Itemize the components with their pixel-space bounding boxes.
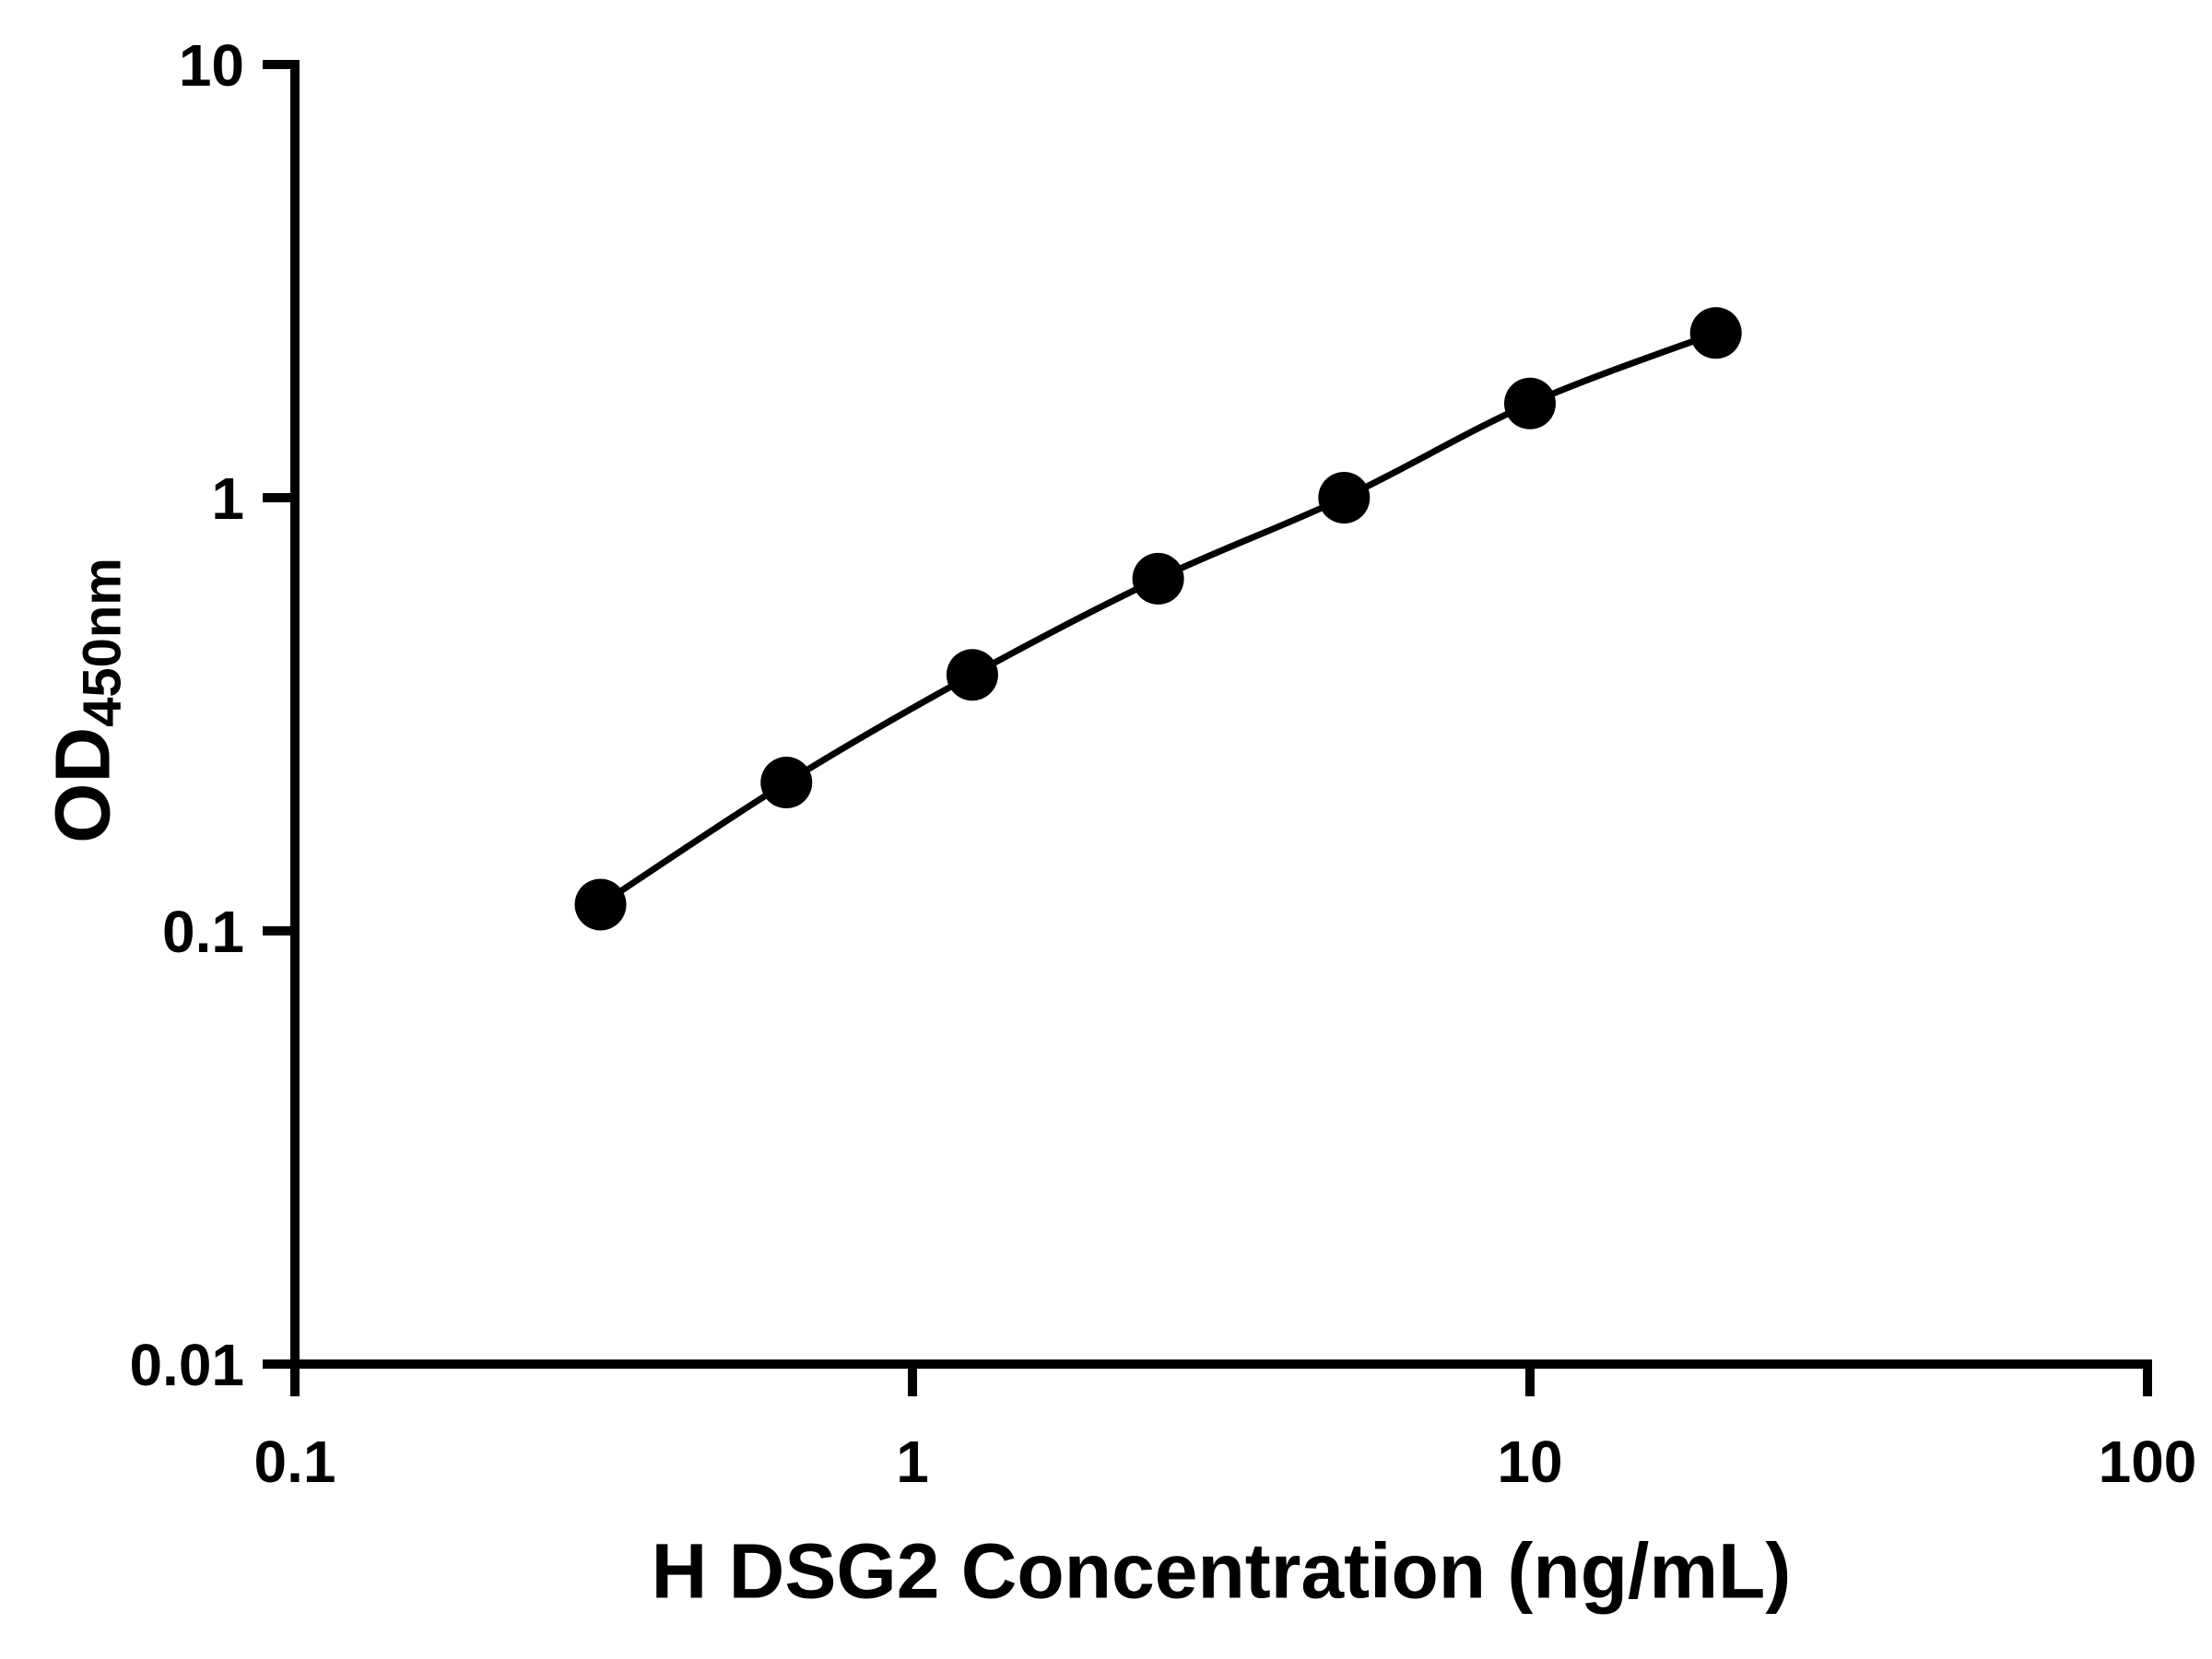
axis-lines bbox=[290, 60, 2152, 1369]
y-axis-tick-label: 1 bbox=[211, 465, 244, 532]
data-point-marker bbox=[1318, 472, 1371, 524]
y-axis-title-subscript: 450nm bbox=[72, 558, 133, 727]
y-axis-title-main: OD bbox=[39, 726, 126, 843]
x-axis-tick-label: 1 bbox=[896, 1429, 929, 1495]
x-axis-tick-label: 0.1 bbox=[254, 1429, 336, 1495]
x-axis-tick-label: 10 bbox=[1497, 1429, 1562, 1495]
data-point-marker bbox=[946, 649, 998, 701]
data-point-marker bbox=[1132, 552, 1184, 605]
data-point-marker bbox=[760, 757, 813, 809]
data-point-marker bbox=[574, 878, 627, 931]
x-axis-title: H DSG2 Concentration (ng/mL) bbox=[651, 1527, 1792, 1615]
y-axis-title: OD450nm bbox=[39, 558, 133, 843]
y-axis-tick-label: 0.01 bbox=[129, 1332, 244, 1398]
data-point-marker bbox=[1504, 377, 1556, 429]
data-point-marker bbox=[1689, 307, 1742, 359]
y-axis-tick-label: 0.1 bbox=[162, 899, 244, 965]
y-axis-tick-label: 10 bbox=[179, 32, 244, 99]
x-axis-tick-label: 100 bbox=[2099, 1429, 2197, 1495]
